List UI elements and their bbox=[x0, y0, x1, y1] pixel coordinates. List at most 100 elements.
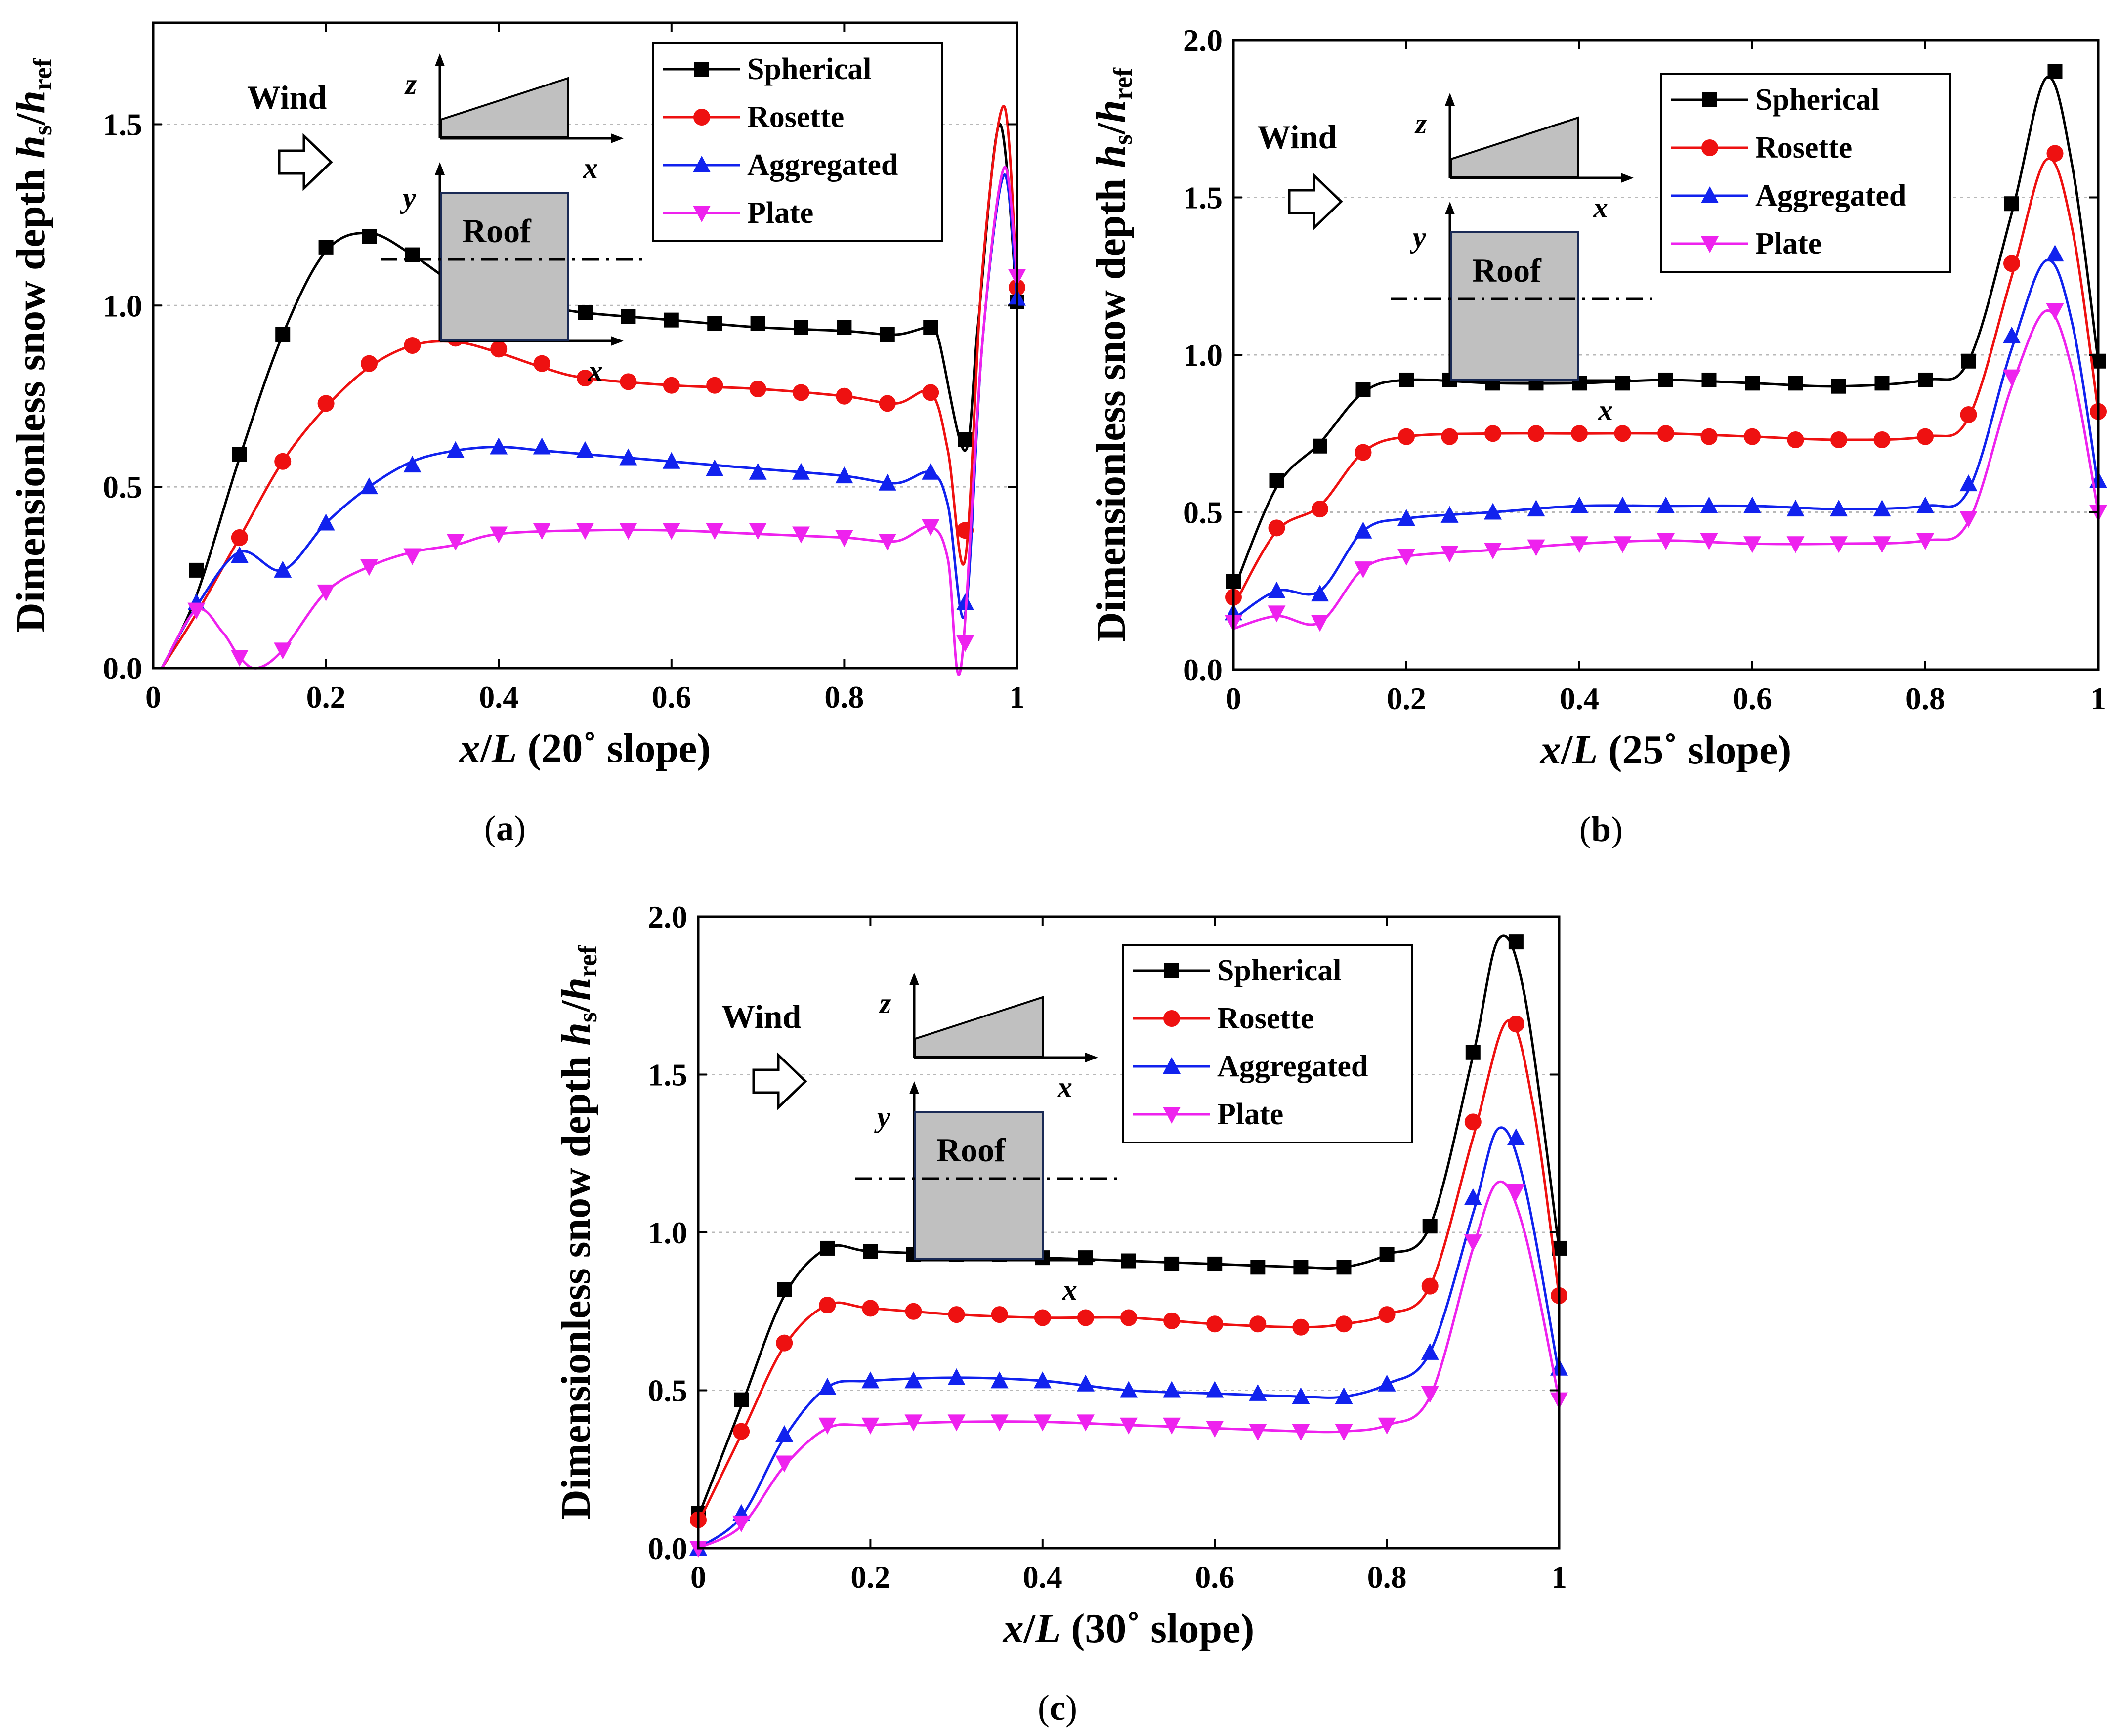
data-point-plate bbox=[662, 523, 680, 540]
data-point-plate bbox=[990, 1414, 1009, 1432]
x-axis-label: x/L (25˚ slope) bbox=[1539, 727, 1792, 773]
data-point-rosette bbox=[1249, 1315, 1267, 1333]
data-point-plate bbox=[904, 1414, 923, 1432]
data-point-spherical bbox=[923, 320, 938, 335]
data-point-aggregated bbox=[947, 1368, 966, 1385]
data-point-rosette bbox=[490, 340, 508, 358]
x-axis-label: x/L (20˚ slope) bbox=[459, 725, 711, 771]
x-tick-label: 0.2 bbox=[1387, 681, 1426, 716]
data-point-spherical bbox=[1874, 376, 1890, 391]
data-point-plate bbox=[230, 649, 249, 667]
data-point-rosette bbox=[533, 355, 550, 372]
data-point-spherical bbox=[777, 1282, 792, 1297]
data-point-aggregated bbox=[1507, 1128, 1525, 1145]
data-point-rosette bbox=[1700, 428, 1718, 445]
chart-panel-2: 0 0.2 0.4 0.6 0.8 1 0.0 0.5 1.0 1.5 2.0 x/L (25˚ sl… bbox=[1088, 23, 2107, 849]
data-point-aggregated bbox=[1700, 496, 1718, 513]
data-point-aggregated bbox=[619, 448, 637, 466]
y-tick-label: 1.5 bbox=[103, 107, 142, 142]
inset-z-label: z bbox=[404, 68, 417, 100]
y-tick-label: 1.0 bbox=[1183, 338, 1223, 373]
y-tick-label: 1.0 bbox=[648, 1215, 687, 1250]
data-point-spherical bbox=[1658, 372, 1673, 387]
legend: Spherical Rosette Aggregated Plate bbox=[1660, 73, 1951, 273]
inset-y-arrow bbox=[1445, 202, 1455, 214]
data-point-spherical bbox=[621, 309, 636, 324]
data-point-plate bbox=[1507, 1184, 1525, 1201]
chart-panel-3: 0 0.2 0.4 0.6 0.8 1 0.0 0.5 1.0 1.5 2.0 x/L (30˚ sl… bbox=[553, 899, 1568, 1728]
y-tick-label: 0.0 bbox=[1183, 652, 1223, 687]
data-point-spherical bbox=[1508, 934, 1524, 950]
data-point-rosette bbox=[948, 1306, 965, 1323]
data-point-rosette bbox=[1873, 431, 1891, 448]
legend-label-aggregated: Aggregated bbox=[1755, 179, 1906, 212]
inset-x-label-top: x bbox=[1057, 1071, 1072, 1103]
data-point-rosette bbox=[862, 1300, 879, 1317]
x-axis-label: x/L (30˚ slope) bbox=[1002, 1606, 1255, 1651]
inset-x-label-top: x bbox=[583, 152, 598, 184]
data-point-plate bbox=[619, 523, 637, 540]
roof-inset-diagram: z x y x Roof Wind bbox=[721, 973, 1117, 1306]
data-point-spherical bbox=[275, 327, 291, 342]
data-point-aggregated bbox=[1397, 509, 1415, 526]
data-point-rosette bbox=[905, 1303, 922, 1320]
data-point-plate bbox=[317, 584, 335, 601]
data-point-aggregated bbox=[446, 441, 465, 458]
data-point-plate bbox=[1033, 1414, 1052, 1432]
data-point-aggregated bbox=[878, 473, 896, 491]
data-point-rosette bbox=[404, 337, 421, 354]
roof-label: Roof bbox=[936, 1131, 1006, 1169]
x-tick-label: 1 bbox=[1009, 679, 1025, 715]
inset-z-arrow bbox=[909, 973, 919, 985]
data-point-spherical bbox=[1422, 1219, 1438, 1234]
data-point-rosette bbox=[1507, 1016, 1524, 1033]
data-point-aggregated bbox=[2003, 326, 2021, 343]
x-tick-label: 0 bbox=[145, 679, 161, 715]
inset-x-arrow-bottom bbox=[1085, 1255, 1098, 1265]
data-point-plate bbox=[956, 635, 974, 652]
data-point-plate bbox=[1527, 539, 1545, 556]
legend-label-rosette: Rosette bbox=[747, 100, 844, 134]
inset-x-label-top: x bbox=[1593, 191, 1608, 224]
data-point-rosette bbox=[1077, 1309, 1094, 1326]
x-tick-label: 0.6 bbox=[1733, 681, 1772, 716]
data-point-plate bbox=[1916, 533, 1934, 550]
y-tick-label: 1.0 bbox=[103, 288, 142, 323]
data-point-plate bbox=[1249, 1424, 1267, 1441]
inset-x-arrow-top bbox=[611, 133, 624, 143]
series-line-aggregated bbox=[161, 173, 1018, 669]
legend-label-spherical: Spherical bbox=[1217, 954, 1341, 987]
data-point-rosette bbox=[749, 381, 766, 398]
inset-z-arrow bbox=[435, 53, 445, 66]
data-point-aggregated bbox=[1292, 1387, 1310, 1404]
x-tick-label: 1 bbox=[2090, 681, 2106, 716]
data-point-spherical bbox=[1831, 379, 1846, 394]
y-axis-label: Dimensionless snow depth hs/href bbox=[1088, 67, 1138, 642]
wind-arrow-icon bbox=[1288, 172, 1343, 231]
data-point-aggregated bbox=[775, 1425, 794, 1442]
data-point-plate bbox=[1421, 1386, 1439, 1403]
data-point-aggregated bbox=[1916, 496, 1934, 513]
data-point-aggregated bbox=[1743, 496, 1761, 513]
legend-marker-spherical bbox=[694, 62, 709, 77]
data-point-rosette bbox=[1787, 431, 1804, 448]
data-point-rosette bbox=[836, 387, 853, 405]
data-point-aggregated bbox=[1268, 581, 1286, 598]
data-point-rosette bbox=[274, 453, 292, 470]
data-point-rosette bbox=[2003, 255, 2020, 272]
data-point-aggregated bbox=[1421, 1343, 1439, 1360]
data-point-spherical bbox=[318, 240, 334, 255]
panel-caption: (a) bbox=[484, 808, 526, 848]
data-point-aggregated bbox=[1464, 1188, 1482, 1205]
inset-y-arrow bbox=[435, 162, 445, 175]
data-point-spherical bbox=[232, 447, 247, 462]
legend: Spherical Rosette Aggregated Plate bbox=[1122, 944, 1413, 1143]
y-tick-label: 0.0 bbox=[103, 651, 142, 686]
legend-marker-spherical bbox=[1164, 963, 1179, 978]
data-point-plate bbox=[1959, 511, 1978, 528]
data-point-rosette bbox=[776, 1334, 793, 1352]
data-point-rosette bbox=[733, 1423, 750, 1440]
data-point-spherical bbox=[863, 1244, 878, 1259]
x-tick-label: 0.8 bbox=[824, 679, 864, 715]
y-tick-label: 2.0 bbox=[648, 899, 687, 934]
